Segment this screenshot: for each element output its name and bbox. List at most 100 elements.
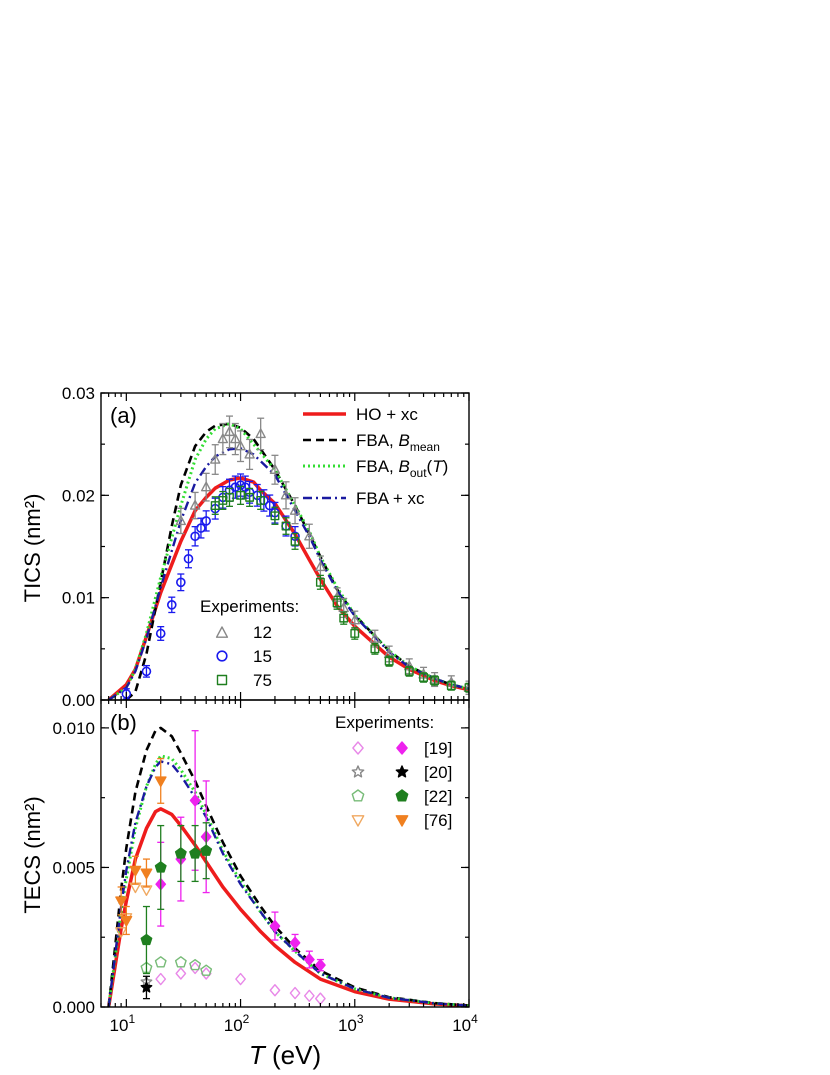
curve-fba-b-mean <box>125 422 469 700</box>
legend-filled-marker-[76] <box>395 815 409 827</box>
marker-15 <box>230 482 241 492</box>
filled-marker-[19] <box>269 919 281 933</box>
x-tick-label: 101 <box>110 1012 136 1035</box>
exp-label-19: [19] <box>424 739 452 758</box>
open-marker-[19] <box>200 967 212 980</box>
exp-label-75: 75 <box>253 671 272 690</box>
marker-75 <box>384 656 394 666</box>
marker-75 <box>370 644 380 654</box>
marker-15 <box>176 577 186 588</box>
filled-marker-[76] <box>120 915 133 927</box>
marker-15 <box>201 516 211 526</box>
panel-b: 101 102 103 104 0.000 0.005 0.010 (b) TECS (nm… <box>20 699 478 1070</box>
marker-75 <box>419 673 428 682</box>
x-tick-label: 104 <box>452 1012 478 1035</box>
curve-fba-xc <box>107 447 469 700</box>
legend-open-marker-[19] <box>352 741 364 755</box>
panel-b-experiments <box>115 730 326 1005</box>
marker-12 <box>304 530 315 541</box>
open-marker-[19] <box>189 961 201 975</box>
open-marker-[19] <box>235 972 246 986</box>
exp-label-12: 12 <box>253 623 272 642</box>
marker-12 <box>244 448 255 459</box>
marker-75 <box>270 511 280 521</box>
marker-12 <box>200 481 212 492</box>
exp-label-20: [20] <box>424 763 452 782</box>
panel-a-ylabel: TICS (nm²) <box>20 494 45 603</box>
filled-marker-[20] <box>140 981 153 993</box>
marker-15 <box>183 553 194 564</box>
marker-12 <box>349 614 360 625</box>
open-marker-[22] <box>200 964 213 976</box>
exp-label-15: 15 <box>253 647 272 666</box>
marker-75 <box>245 492 255 502</box>
filled-marker-[19] <box>189 794 201 807</box>
marker-75 <box>315 577 325 587</box>
open-marker-[19] <box>289 986 301 1000</box>
filled-marker-[19] <box>289 936 301 950</box>
legend-marker-15 <box>216 650 228 662</box>
filled-marker-[76] <box>115 896 128 908</box>
curve-ho-xc <box>106 807 469 1007</box>
marker-12 <box>269 464 281 474</box>
legend-label-ho-xc: HO + xc <box>356 405 418 424</box>
marker-12 <box>280 489 292 500</box>
marker-75 <box>281 521 291 531</box>
y-tick-label: 0.03 <box>62 384 95 403</box>
panel-b-legend: Experiments: [19] [20] [22] [76] <box>335 713 452 830</box>
open-marker-[22] <box>174 956 187 968</box>
experiments-title-b: Experiments: <box>335 713 434 732</box>
marker-75 <box>404 666 414 676</box>
marker-12 <box>315 561 326 572</box>
marker-75 <box>256 496 266 505</box>
panel-b-curves <box>106 726 469 1007</box>
panel-a-ticks: 0.00 0.01 0.02 0.03 <box>62 384 470 710</box>
legend-filled-marker-[20] <box>395 765 409 778</box>
y-tick-label: 0.010 <box>52 719 95 738</box>
marker-12 <box>369 632 381 643</box>
exp-label-76: [76] <box>424 811 452 830</box>
filled-marker-[22] <box>154 861 167 873</box>
marker-75 <box>446 681 456 691</box>
open-marker-[19] <box>269 984 281 997</box>
filled-marker-[22] <box>174 847 187 859</box>
y-tick-label: 0.000 <box>52 998 95 1017</box>
open-marker-[22] <box>154 956 167 968</box>
marker-75 <box>464 683 469 693</box>
marker-75 <box>218 496 228 505</box>
legend-label-fba-bout: FBA, Bout(T) <box>356 457 448 480</box>
panel-a-label: (a) <box>110 403 137 428</box>
marker-15 <box>155 628 166 639</box>
x-tick-label: 103 <box>338 1012 364 1035</box>
marker-12 <box>224 426 235 437</box>
marker-75 <box>430 676 440 686</box>
marker-75 <box>210 501 220 511</box>
y-tick-label: 0.00 <box>62 691 95 710</box>
filled-marker-[76] <box>129 865 142 877</box>
y-tick-label: 0.02 <box>62 486 95 505</box>
legend-marker-75 <box>216 674 228 686</box>
marker-15 <box>196 523 206 533</box>
filled-marker-[19] <box>303 953 315 966</box>
curve-ho-xc <box>107 476 469 700</box>
x-axis-label: T (eV) <box>249 1040 321 1070</box>
marker-12 <box>230 433 241 444</box>
legend-open-marker-[76] <box>351 815 365 827</box>
legend-marker-12 <box>215 626 229 638</box>
legend-filled-marker-[22] <box>395 789 409 802</box>
open-marker-[19] <box>315 992 326 1005</box>
panel-a-experiments <box>121 415 469 700</box>
filled-marker-[76] <box>140 868 153 880</box>
marker-15 <box>264 500 275 511</box>
y-tick-label: 0.01 <box>62 589 95 608</box>
legend-open-marker-[22] <box>351 789 365 802</box>
marker-12 <box>217 433 229 444</box>
open-marker-[76] <box>115 927 128 938</box>
marker-12 <box>189 499 201 510</box>
x-tick-label: 102 <box>224 1012 250 1035</box>
filled-marker-[22] <box>200 844 213 856</box>
marker-12 <box>235 440 246 451</box>
marker-75 <box>290 536 300 546</box>
panel-a-legend: HO + xc FBA, Bmean FBA, Bout(T) FBA + xc <box>303 405 448 508</box>
